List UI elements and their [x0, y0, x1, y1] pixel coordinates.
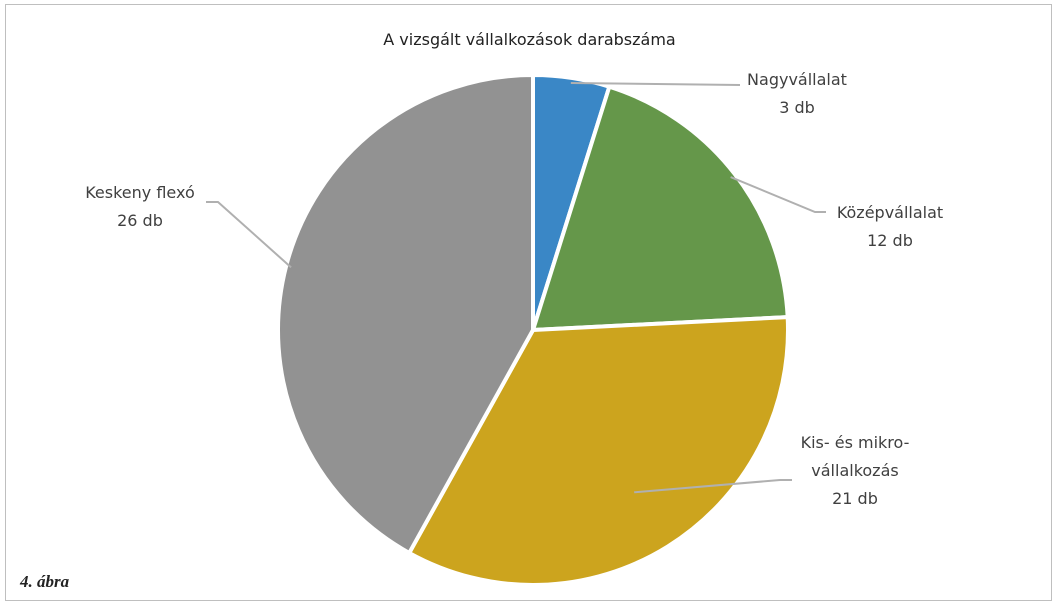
data-label: Nagyvállalat 3 db — [727, 66, 867, 122]
value-label: 26 db — [117, 211, 163, 230]
category-label: Keskeny flexó — [85, 183, 195, 202]
data-label: Középvállalat 12 db — [810, 199, 970, 255]
data-label: Keskeny flexó 26 db — [60, 179, 220, 235]
category-label: Kis- és mikro-vállalkozás — [800, 433, 910, 480]
value-label: 12 db — [867, 231, 913, 250]
pie-slice — [276, 73, 535, 555]
chart-title: A vizsgált vállalkozások darabszáma — [383, 30, 676, 49]
value-label: 3 db — [779, 98, 815, 117]
data-label: Kis- és mikro-vállalkozás 21 db — [780, 429, 930, 513]
pie-slice — [531, 84, 790, 332]
leader-line — [206, 201, 292, 269]
value-label: 21 db — [832, 489, 878, 508]
caption: 4. ábra — [20, 572, 70, 591]
leader-line — [634, 479, 792, 494]
leader-line — [570, 81, 741, 86]
category-label: Középvállalat — [836, 203, 944, 222]
leader-line — [730, 176, 826, 213]
category-label: Nagyvállalat — [747, 70, 847, 89]
chart-frame — [5, 4, 1052, 601]
